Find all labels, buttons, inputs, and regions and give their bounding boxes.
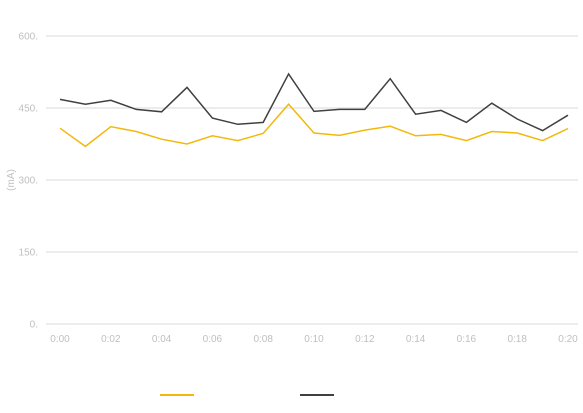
x-tick-label: 0:06 (203, 334, 223, 345)
x-tick-label: 0:16 (457, 334, 477, 345)
x-tick-label: 0:08 (253, 334, 273, 345)
y-tick-label: 600. (19, 32, 38, 43)
y-tick-label: 0. (30, 320, 38, 331)
x-tick-label: 0:02 (101, 334, 121, 345)
series-line-2 (59, 72, 569, 132)
x-axis-ticks: 0:00 0:02 0:04 0:06 0:08 0:10 0:12 0:14 0:16 0:18… (50, 334, 578, 345)
x-tick-label: 0:18 (507, 334, 527, 345)
x-tick-label: 0:14 (406, 334, 426, 345)
gridlines (46, 35, 578, 325)
y-tick-label: 450. (19, 104, 38, 115)
x-tick-label: 0:12 (355, 334, 375, 345)
x-tick-label: 0:00 (50, 334, 70, 345)
y-tick-label: 300. (19, 176, 38, 187)
x-tick-label: 0:04 (152, 334, 172, 345)
y-axis-ticks: 0. 150. 300. 450. 600. (19, 32, 38, 331)
x-tick-label: 0:20 (558, 334, 578, 345)
y-axis-title: (mA) (6, 169, 17, 191)
x-tick-label: 0:10 (304, 334, 324, 345)
series-lines (59, 72, 569, 148)
series-line-1 (59, 103, 569, 148)
y-tick-label: 150. (19, 248, 38, 259)
